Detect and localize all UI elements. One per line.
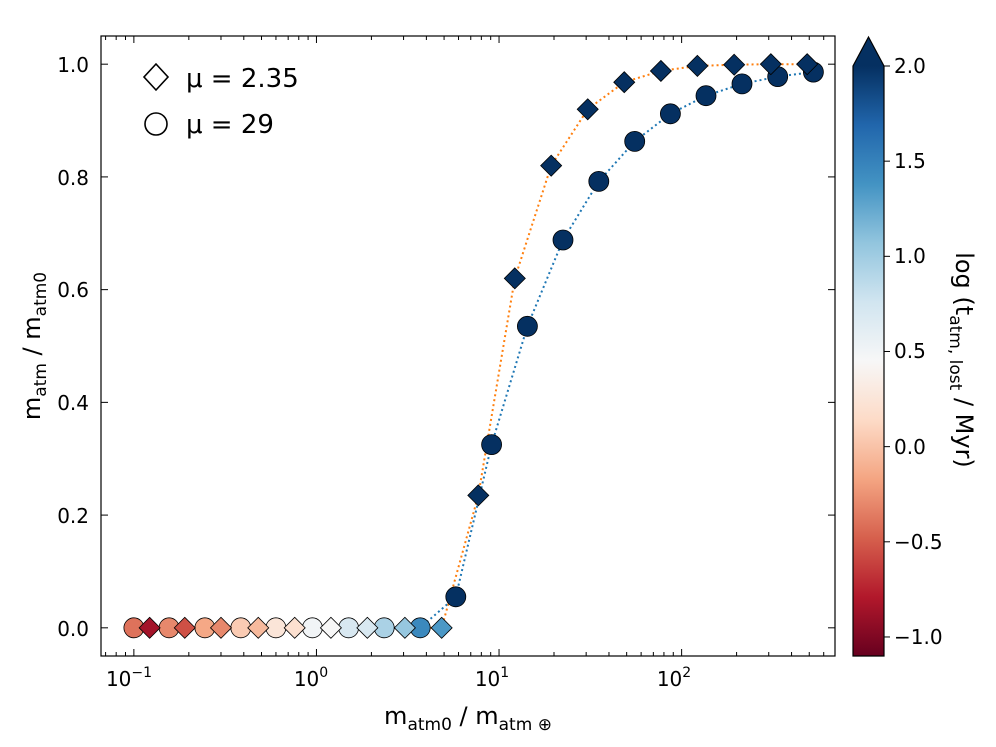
data-point-diamond <box>138 616 161 639</box>
data-point-diamond <box>613 71 636 94</box>
colorbar: 2.0 1.5 1.0 0.5 0.0 −0.5 −1.0 log (tatm,… <box>852 35 978 657</box>
y-tick-label: 1.0 <box>57 53 89 77</box>
y-tick-label: 0.4 <box>57 391 89 415</box>
x-tick-label: 101 <box>475 665 509 691</box>
x-tick-labels: 10−1 100 101 102 <box>106 665 691 691</box>
x-axis-label: matm0 / matm ⊕ <box>384 702 552 735</box>
data-point-diamond <box>467 484 490 507</box>
colorbar-ticks <box>884 65 890 638</box>
data-point-diamond <box>283 616 306 639</box>
y-tick-label: 0.8 <box>57 166 89 190</box>
legend-diamond-icon <box>142 62 170 92</box>
data-point-circle <box>731 73 753 95</box>
data-point-circle <box>695 85 717 107</box>
data-point-diamond <box>247 616 270 639</box>
legend: μ = 2.35 μ = 29 <box>142 62 299 140</box>
data-point-diamond <box>723 53 746 76</box>
data-point-diamond <box>430 616 453 639</box>
data-point-diamond <box>503 267 526 290</box>
colorbar-tick-label: 2.0 <box>894 54 926 78</box>
data-point-diamond <box>173 616 196 639</box>
data-point-diamond <box>356 616 379 639</box>
colorbar-label: log (tatm, lost / Myr) <box>945 252 978 468</box>
y-tick-label: 0.2 <box>57 504 89 528</box>
data-point-diamond <box>796 53 819 76</box>
legend-circle-icon <box>144 112 168 136</box>
y-tick-labels: 0.0 0.2 0.4 0.6 0.8 1.0 <box>57 53 89 641</box>
data-point-diamond <box>393 616 416 639</box>
data-point-circle <box>445 586 467 608</box>
x-tick-label: 102 <box>657 665 691 691</box>
data-point-diamond <box>576 98 599 121</box>
colorbar-extend-arrow <box>853 37 884 66</box>
colorbar-tick-label: 0.5 <box>894 339 926 363</box>
data-point-diamond <box>759 53 782 76</box>
data-point-diamond <box>649 59 672 83</box>
series-line-1 <box>133 71 814 629</box>
x-tick-label: 10−1 <box>106 665 152 691</box>
data-point-circle <box>624 130 646 152</box>
colorbar-tick-label: −0.5 <box>894 530 943 554</box>
data-point-diamond <box>209 616 233 639</box>
data-point-circle <box>588 170 610 192</box>
y-axis-label: matm / matm0 <box>18 272 51 420</box>
colorbar-outline <box>852 35 885 657</box>
data-point-diamond <box>686 54 709 77</box>
y-tick-label: 0.6 <box>57 278 89 302</box>
data-point-diamond <box>319 616 342 639</box>
data-point-circle <box>481 434 503 456</box>
plot-area <box>100 35 836 657</box>
y-tick-label: 0.0 <box>57 617 89 641</box>
data-point-diamond <box>540 154 563 177</box>
legend-label-mu-2-35: μ = 2.35 <box>186 64 299 94</box>
y-axis-ticks <box>101 63 835 629</box>
colorbar-tick-label: 0.0 <box>894 435 926 459</box>
data-point-circle <box>552 229 574 251</box>
colorbar-tick-label: 1.0 <box>894 244 926 268</box>
legend-label-mu-29: μ = 29 <box>186 110 274 140</box>
x-axis-ticks <box>105 36 825 656</box>
colorbar-tick-label: −1.0 <box>894 625 943 649</box>
plot-frame <box>100 35 836 657</box>
data-point-circle <box>660 103 681 125</box>
series-markers <box>123 53 824 639</box>
colorbar-tick-label: 1.5 <box>894 149 926 173</box>
x-tick-label: 100 <box>294 665 328 691</box>
colorbar-gradient <box>853 66 884 656</box>
data-point-circle <box>517 315 538 337</box>
